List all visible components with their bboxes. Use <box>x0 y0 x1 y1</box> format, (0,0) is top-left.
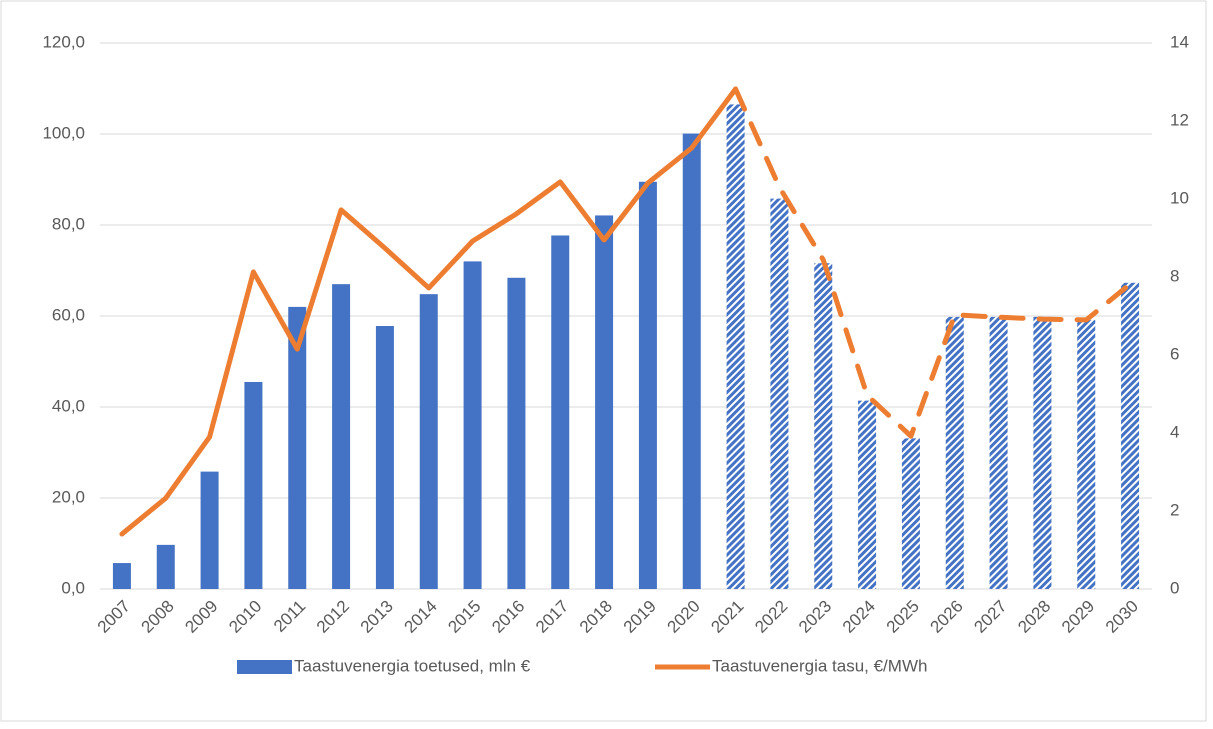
y2-tick-label: 2 <box>1170 500 1179 519</box>
bar <box>463 261 482 589</box>
legend-swatch <box>237 660 292 674</box>
y-tick-label: 120,0 <box>42 32 85 51</box>
bar <box>288 306 307 589</box>
legend-label: Taastuvenergia tasu, €/MWh <box>712 656 927 675</box>
bar <box>112 563 131 589</box>
bar <box>595 215 614 589</box>
bar <box>244 381 263 589</box>
bar <box>375 326 394 589</box>
legend-label: Taastuvenergia toetused, mln € <box>294 656 531 675</box>
bar <box>332 284 351 589</box>
y-tick-label: 20,0 <box>52 487 85 506</box>
bar <box>770 198 789 590</box>
legend: Taastuvenergia toetused, mln € Taastuvene… <box>237 656 927 675</box>
y2-tick-label: 4 <box>1170 422 1179 441</box>
bar <box>156 544 175 589</box>
bar <box>1121 282 1140 589</box>
y2-tick-label: 8 <box>1170 266 1179 285</box>
bar <box>551 235 570 589</box>
y-tick-label: 100,0 <box>42 123 85 142</box>
y2-tick-label: 10 <box>1170 188 1189 207</box>
bar <box>945 316 964 589</box>
y-tick-label: 60,0 <box>52 305 85 324</box>
bar <box>638 181 657 589</box>
line <box>733 86 1133 439</box>
bar <box>419 294 438 589</box>
line <box>119 86 739 537</box>
y-tick-label: 80,0 <box>52 214 85 233</box>
bar <box>1077 320 1096 589</box>
bar <box>858 400 877 589</box>
bar <box>901 438 920 589</box>
y2-tick-label: 0 <box>1170 578 1179 597</box>
y2-tick-label: 14 <box>1170 32 1189 51</box>
bar <box>507 277 526 589</box>
bar <box>989 316 1008 589</box>
y-tick-label: 0,0 <box>61 578 85 597</box>
bar <box>682 133 701 590</box>
y-tick-label: 40,0 <box>52 396 85 415</box>
y2-tick-label: 12 <box>1170 110 1189 129</box>
bar <box>1033 316 1052 589</box>
y2-tick-label: 6 <box>1170 344 1179 363</box>
bar <box>814 263 833 589</box>
bar <box>200 471 219 589</box>
bar <box>726 104 745 590</box>
